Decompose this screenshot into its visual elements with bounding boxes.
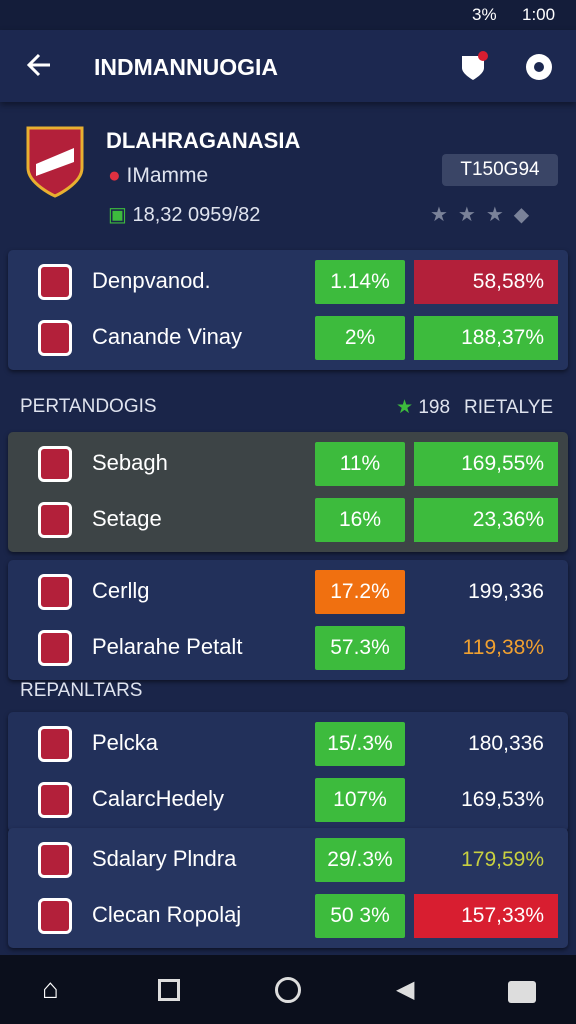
home-button[interactable]: ⌂ <box>42 973 59 1004</box>
percent: 2% <box>315 316 405 360</box>
status-bar: 3% 1:00 <box>0 0 576 30</box>
value: 169,55% <box>414 442 558 486</box>
value: 199,336 <box>468 580 544 603</box>
value: 188,37% <box>414 316 558 360</box>
value: 58,58% <box>414 260 558 304</box>
percent: 107% <box>315 778 405 822</box>
card: Cerllg 17.2% 199,336 Pelarahe Petalt 57.3% 11… <box>8 560 568 680</box>
team-crest <box>38 782 72 818</box>
team-name: Denpvanod. <box>92 268 211 293</box>
percent: 29/.3% <box>315 838 405 882</box>
value: 157,33% <box>414 894 558 938</box>
row: Denpvanod. 1.14% 58,58% <box>8 256 568 306</box>
back-button[interactable] <box>26 52 54 78</box>
team-header: DLAHRAGANASIA ● IMamme ▣ 18,32 0959/82 T… <box>0 104 576 244</box>
percent: 11% <box>315 442 405 486</box>
row: Clecan Ropolaj 50 3% 157,33% <box>8 890 568 940</box>
team-name: Sdalary Plndra <box>92 846 237 871</box>
value: 180,336 <box>468 732 544 755</box>
location: ● IMamme <box>108 164 209 187</box>
row: Pelarahe Petalt 57.3% 119,38% <box>8 622 568 672</box>
team-crest <box>38 630 72 666</box>
row: Pelcka 15/.3% 180,336 <box>8 718 568 768</box>
team-crest <box>38 320 72 356</box>
circle-button[interactable] <box>275 977 301 1003</box>
team-name: DLAHRAGANASIA <box>106 128 301 153</box>
square-button[interactable] <box>158 979 180 1001</box>
team-crest <box>38 264 72 300</box>
team-name: Clecan Ropolaj <box>92 902 242 927</box>
value: 119,38% <box>462 636 544 659</box>
app-title: INDMANNUOGIA <box>94 54 278 80</box>
team-crest <box>38 502 72 538</box>
value: 179,59% <box>461 848 544 871</box>
app-bar: INDMANNUOGIA <box>0 30 576 102</box>
star: ★ <box>396 397 419 418</box>
section-label: PERTANDOGIS <box>20 396 157 417</box>
row: Sdalary Plndra 29/.3% 179,59% <box>8 834 568 884</box>
section-right: ★ 198 RIETALYE <box>396 396 553 419</box>
team-name: Setage <box>92 506 162 531</box>
card: Sdalary Plndra 29/.3% 179,59% Clecan Ropola… <box>8 828 568 948</box>
team-crest <box>26 126 84 198</box>
row: Cerllg 17.2% 199,336 <box>8 566 568 616</box>
card: Pelcka 15/.3% 180,336 CalarcHedely 107% 169,5… <box>8 712 568 832</box>
percent: 50 3% <box>315 894 405 938</box>
row: Canande Vinay 2% 188,37% <box>8 312 568 362</box>
team-crest <box>38 574 72 610</box>
section-col: RIETALYE <box>464 397 554 418</box>
percent: 16% <box>315 498 405 542</box>
section-count: 198 <box>418 397 451 418</box>
card: Denpvanod. 1.14% 58,58% Canande Vinay 2% 188,… <box>8 250 568 370</box>
triangle-button[interactable]: ◀ <box>396 976 415 1003</box>
ball-icon[interactable] <box>524 52 554 82</box>
percent: 1.14% <box>315 260 405 304</box>
percent: 57.3% <box>315 626 405 670</box>
card: Sebagh 11% 169,55% Setage 16% 23,36% <box>8 432 568 552</box>
team-name: Pelcka <box>92 730 159 755</box>
percent: 17.2% <box>315 570 405 614</box>
percent: 15/.3% <box>315 722 405 766</box>
shield-icon[interactable] <box>458 50 490 82</box>
row: CalarcHedely 107% 169,53% <box>8 774 568 824</box>
nav-bar: ⌂ ◀ <box>0 955 576 1024</box>
team-name: Sebagh <box>92 450 168 475</box>
team-crest <box>38 842 72 878</box>
row: Sebagh 11% 169,55% <box>8 438 568 488</box>
team-crest <box>38 726 72 762</box>
section-label: REPANLTARS <box>20 680 143 701</box>
battery: 3% <box>472 5 497 24</box>
rating-stars: ★★★◆ <box>430 204 540 226</box>
row: Setage 16% 23,36% <box>8 494 568 544</box>
location-text: IMamme <box>126 164 209 187</box>
value: 169,53% <box>461 788 544 811</box>
team-name: Pelarahe Petalt <box>92 634 243 659</box>
team-name: Cerllg <box>92 578 150 603</box>
team-crest <box>38 898 72 934</box>
time: 1:00 <box>522 5 556 24</box>
team-crest <box>38 446 72 482</box>
team-name: Canande Vinay <box>92 324 243 349</box>
info: ▣ 18,32 0959/82 <box>108 204 261 226</box>
value: 23,36% <box>414 498 558 542</box>
team-name: CalarcHedely <box>92 786 225 811</box>
info-text: 18,32 0959/82 <box>132 204 261 226</box>
bag-button[interactable] <box>508 981 536 1003</box>
badge: T150G94 <box>442 154 558 186</box>
